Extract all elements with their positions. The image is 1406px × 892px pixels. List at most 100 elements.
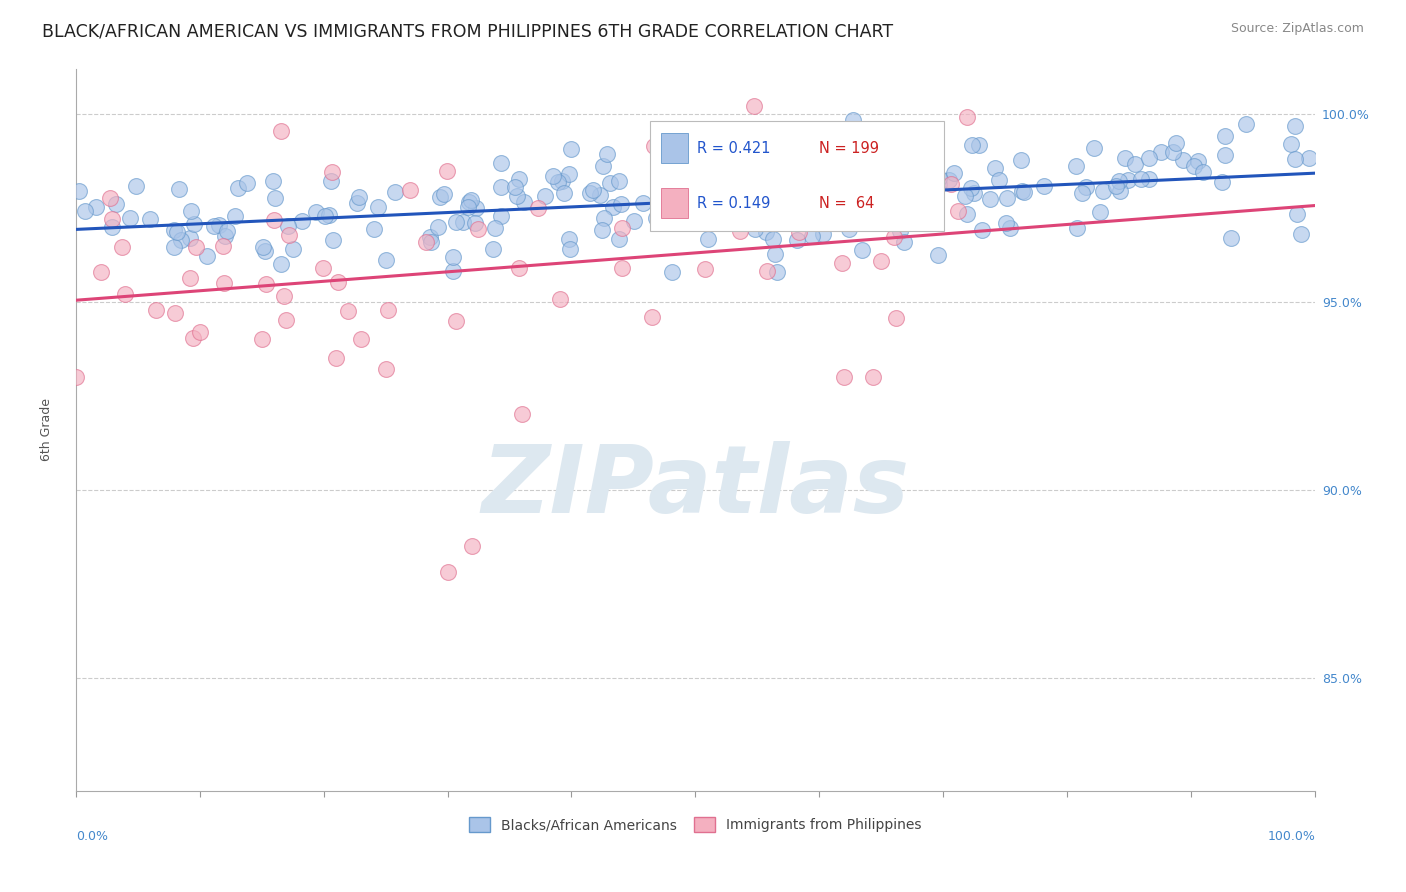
Point — [1187, 153, 1209, 168]
Point — [179, 271, 201, 285]
Point — [291, 214, 314, 228]
Point — [755, 225, 778, 239]
Point — [273, 289, 295, 303]
Point — [790, 164, 813, 178]
Point — [558, 232, 581, 246]
Point — [163, 223, 186, 237]
Point — [607, 232, 630, 246]
Point — [451, 215, 474, 229]
Point — [644, 211, 666, 226]
Point — [461, 539, 484, 553]
Point — [547, 175, 569, 189]
Point — [377, 303, 399, 318]
Point — [553, 186, 575, 201]
Point — [939, 178, 962, 192]
Point — [166, 225, 188, 239]
Point — [889, 224, 911, 238]
Point — [181, 331, 204, 345]
Point — [1092, 184, 1115, 198]
Point — [591, 223, 613, 237]
Point — [270, 124, 292, 138]
Text: N =  64: N = 64 — [818, 195, 875, 211]
Point — [321, 174, 343, 188]
Point — [1219, 231, 1241, 245]
Point — [491, 156, 513, 170]
Text: N = 199: N = 199 — [818, 141, 879, 156]
Point — [709, 196, 731, 211]
Point — [801, 228, 824, 243]
Point — [786, 233, 808, 247]
Point — [1161, 145, 1184, 160]
Point — [748, 203, 770, 218]
Point — [384, 185, 406, 199]
Point — [607, 174, 630, 188]
Point — [752, 185, 775, 199]
Point — [541, 169, 564, 183]
Point — [226, 181, 249, 195]
Point — [711, 212, 734, 227]
Point — [824, 190, 846, 204]
Point — [697, 232, 720, 246]
Point — [956, 207, 979, 221]
Point — [367, 200, 389, 214]
Point — [610, 261, 633, 276]
Point — [98, 191, 121, 205]
Point — [465, 201, 488, 215]
Point — [460, 194, 482, 208]
Point — [761, 232, 783, 246]
Point — [984, 161, 1007, 175]
Point — [1012, 186, 1035, 200]
Point — [832, 370, 855, 384]
Point — [641, 310, 664, 324]
Point — [163, 240, 186, 254]
Point — [458, 195, 481, 210]
Point — [444, 215, 467, 229]
Point — [883, 230, 905, 244]
Point — [444, 314, 467, 328]
Point — [862, 370, 884, 384]
Point — [399, 183, 422, 197]
Point — [84, 200, 107, 214]
Point — [599, 176, 621, 190]
Point — [114, 287, 136, 301]
Point — [1171, 153, 1194, 168]
Point — [821, 194, 844, 208]
Point — [346, 195, 368, 210]
Point — [1010, 153, 1032, 167]
Point — [415, 235, 437, 249]
Point — [884, 310, 907, 325]
Point — [811, 227, 834, 241]
Point — [195, 249, 218, 263]
Point — [851, 243, 873, 257]
Point — [956, 111, 979, 125]
Point — [1150, 145, 1173, 160]
Point — [1298, 151, 1320, 165]
Point — [889, 186, 911, 201]
Point — [1215, 148, 1237, 162]
Point — [224, 209, 246, 223]
Text: 0.0%: 0.0% — [76, 830, 108, 843]
Point — [262, 174, 284, 188]
Point — [1211, 175, 1233, 189]
Point — [643, 138, 665, 153]
Point — [508, 261, 530, 276]
Point — [593, 211, 616, 225]
Point — [560, 142, 582, 156]
Point — [184, 240, 207, 254]
Point — [183, 218, 205, 232]
Point — [254, 244, 277, 258]
Point — [979, 193, 1001, 207]
Point — [651, 193, 673, 207]
Point — [484, 220, 506, 235]
Point — [946, 204, 969, 219]
Point — [350, 332, 373, 346]
Point — [782, 179, 804, 194]
Text: ZIPatlas: ZIPatlas — [481, 442, 910, 533]
Point — [1083, 141, 1105, 155]
Point — [145, 302, 167, 317]
Point — [623, 214, 645, 228]
Point — [312, 260, 335, 275]
Point — [595, 147, 617, 161]
Point — [1108, 184, 1130, 198]
Point — [969, 138, 991, 153]
